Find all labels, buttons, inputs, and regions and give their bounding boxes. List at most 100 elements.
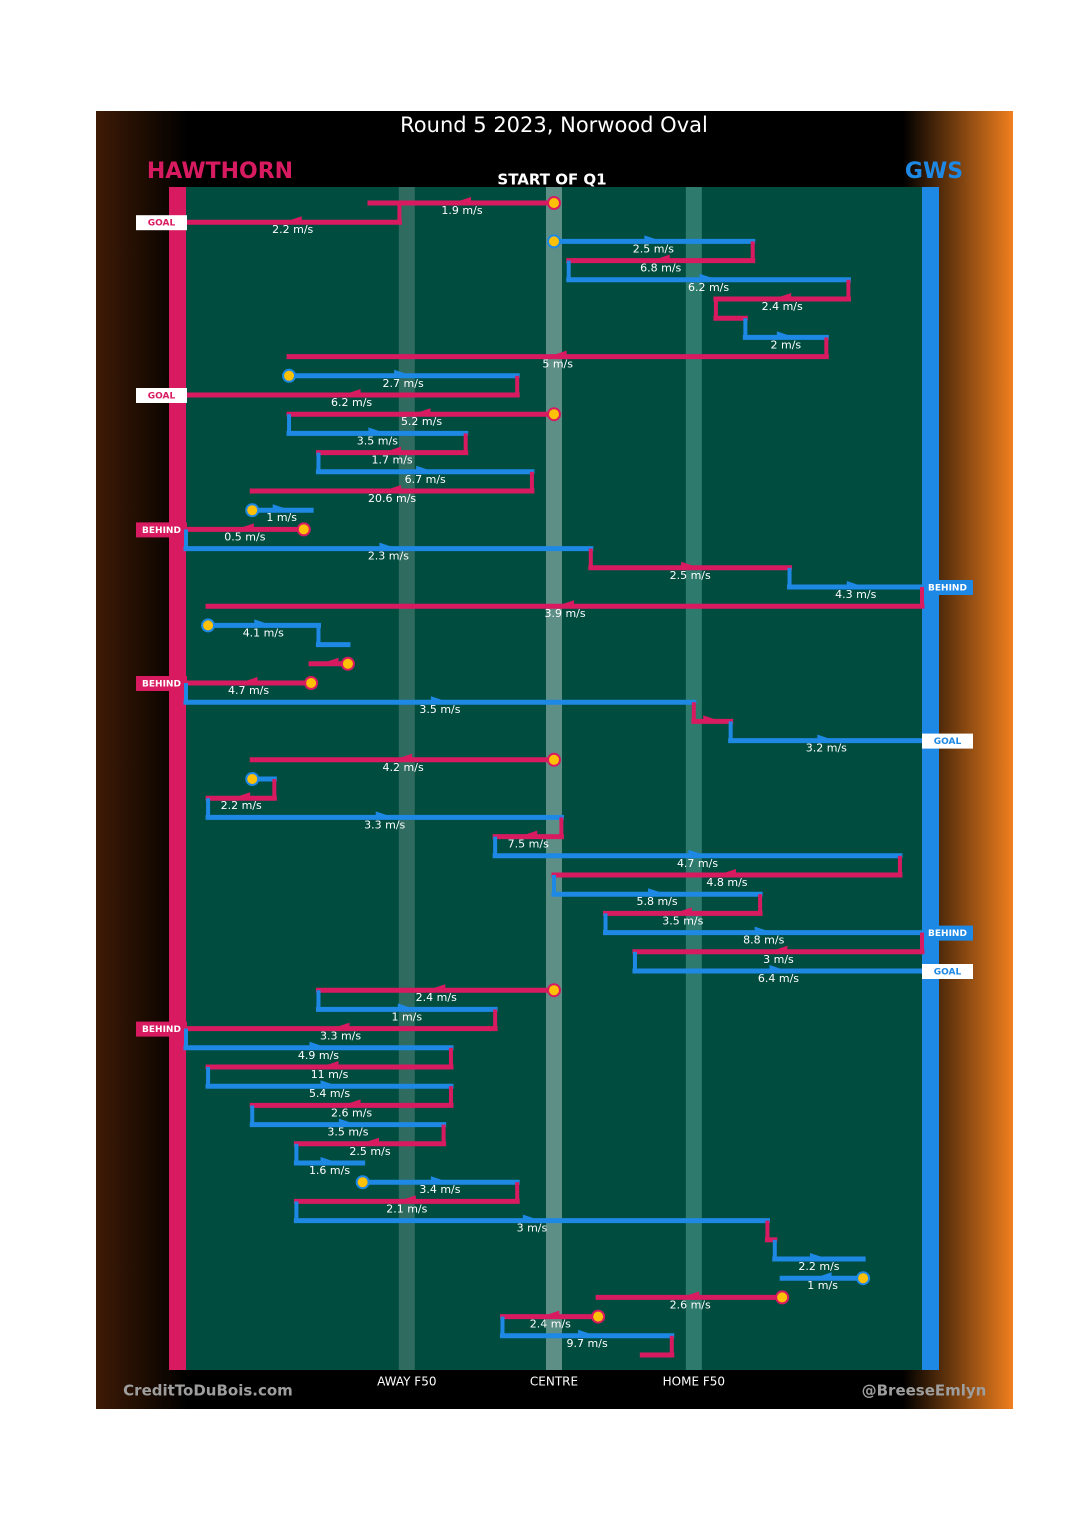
speed-label: 2 m/s — [771, 338, 802, 351]
arrow — [809, 1253, 828, 1261]
speed-label: 9.7 m/s — [567, 1337, 608, 1350]
result-label: BEHIND — [928, 584, 967, 594]
arrow — [754, 926, 773, 935]
arrow — [338, 1118, 357, 1127]
speed-label: 4.1 m/s — [243, 626, 284, 639]
speed-label: 1.6 m/s — [309, 1164, 350, 1177]
speed-label: 2.5 m/s — [349, 1145, 390, 1158]
arrow — [342, 1099, 361, 1108]
speed-label: 4.7 m/s — [677, 857, 718, 870]
field-line — [398, 187, 415, 1370]
speed-label: 3 m/s — [517, 1222, 548, 1235]
arrow — [272, 504, 291, 513]
speed-label: 6.8 m/s — [640, 262, 681, 275]
result-box — [136, 1021, 187, 1037]
speed-label: 4.8 m/s — [706, 876, 747, 889]
result-box — [136, 215, 187, 231]
speed-label: 1.9 m/s — [441, 204, 482, 217]
arrow — [368, 427, 387, 436]
arrow — [427, 984, 446, 993]
speed-label: 11 m/s — [311, 1068, 349, 1081]
arrow — [397, 1195, 416, 1204]
arrow — [430, 1176, 449, 1185]
team-right: GWS — [905, 159, 963, 184]
speed-label: 3.5 m/s — [357, 434, 398, 447]
arrow — [578, 1329, 597, 1338]
speed-label: 3.4 m/s — [419, 1183, 460, 1196]
speed-label: 4.2 m/s — [383, 761, 424, 774]
arrow — [383, 485, 402, 493]
arrow — [556, 600, 575, 609]
arrow — [648, 888, 667, 897]
stoppage — [547, 234, 561, 249]
arrow — [394, 369, 413, 378]
speed-label: 6.7 m/s — [405, 473, 446, 486]
stoppage — [775, 1290, 790, 1305]
field-line-label: CENTRE — [530, 1375, 578, 1389]
result-box — [922, 580, 973, 595]
arrow — [397, 1003, 416, 1012]
arrow — [375, 811, 394, 820]
arrow — [769, 965, 788, 973]
speed-label: 6.2 m/s — [331, 396, 372, 409]
arrow — [681, 561, 700, 570]
speed-label: 2.4 m/s — [762, 300, 803, 313]
arrow — [769, 945, 788, 954]
speed-label: 4.3 m/s — [835, 588, 876, 601]
team-left: HAWTHORN — [147, 159, 293, 184]
speed-label: 5.8 m/s — [636, 895, 677, 908]
result-box — [136, 522, 187, 538]
speed-label: 3.5 m/s — [662, 914, 703, 927]
speed-label: 2.4 m/s — [530, 1318, 571, 1331]
arrow — [651, 254, 670, 263]
arrow — [283, 216, 302, 225]
stoppage — [282, 368, 297, 383]
speed-label: 2.7 m/s — [383, 377, 424, 390]
arrow — [699, 273, 718, 282]
result-box — [922, 733, 973, 749]
credit-left: CreditToDuBois.com — [123, 1382, 293, 1400]
result-box — [136, 388, 187, 403]
arrow — [673, 907, 692, 916]
speed-label: 7.5 m/s — [508, 838, 549, 851]
speed-label: 3.3 m/s — [320, 1030, 361, 1043]
arrow — [331, 1022, 350, 1031]
speed-label: 3.5 m/s — [419, 703, 460, 716]
arrow — [394, 753, 413, 762]
speed-label: 20.6 m/s — [368, 492, 416, 505]
result-label: GOAL — [934, 737, 962, 747]
speed-label: 2.4 m/s — [416, 991, 457, 1004]
speed-label: 2.2 m/s — [221, 799, 262, 812]
stoppage — [245, 772, 260, 786]
arrow — [320, 1157, 339, 1165]
speed-label: 1 m/s — [266, 511, 297, 524]
speed-label: 3.3 m/s — [364, 818, 405, 831]
arrow — [644, 235, 663, 244]
arrow — [548, 350, 567, 359]
speed-label: 2.1 m/s — [386, 1202, 427, 1215]
result-label: BEHIND — [142, 526, 181, 536]
result-label: GOAL — [934, 968, 962, 978]
stoppage — [201, 618, 216, 633]
arrow — [254, 619, 273, 628]
speed-label: 5.2 m/s — [401, 415, 442, 428]
speed-label: 2.5 m/s — [633, 242, 674, 255]
speed-label: 1 m/s — [807, 1279, 838, 1292]
arrow — [846, 581, 865, 589]
arrow — [430, 696, 449, 705]
stoppage — [591, 1309, 606, 1324]
speed-label: 2.2 m/s — [272, 223, 313, 236]
speed-label: 5.4 m/s — [309, 1087, 350, 1100]
result-label: GOAL — [148, 392, 176, 402]
result-box — [136, 676, 187, 691]
arrow — [361, 1137, 379, 1146]
result-label: BEHIND — [142, 1025, 181, 1035]
away-goal-line — [922, 187, 939, 1370]
speed-label: 8.8 m/s — [743, 934, 784, 947]
subtitle: START OF Q1 — [497, 171, 606, 189]
arrow — [773, 293, 792, 301]
arrow — [232, 792, 251, 801]
field-line-label: AWAY F50 — [377, 1375, 436, 1389]
stoppage — [296, 522, 311, 537]
arrow — [776, 331, 795, 340]
